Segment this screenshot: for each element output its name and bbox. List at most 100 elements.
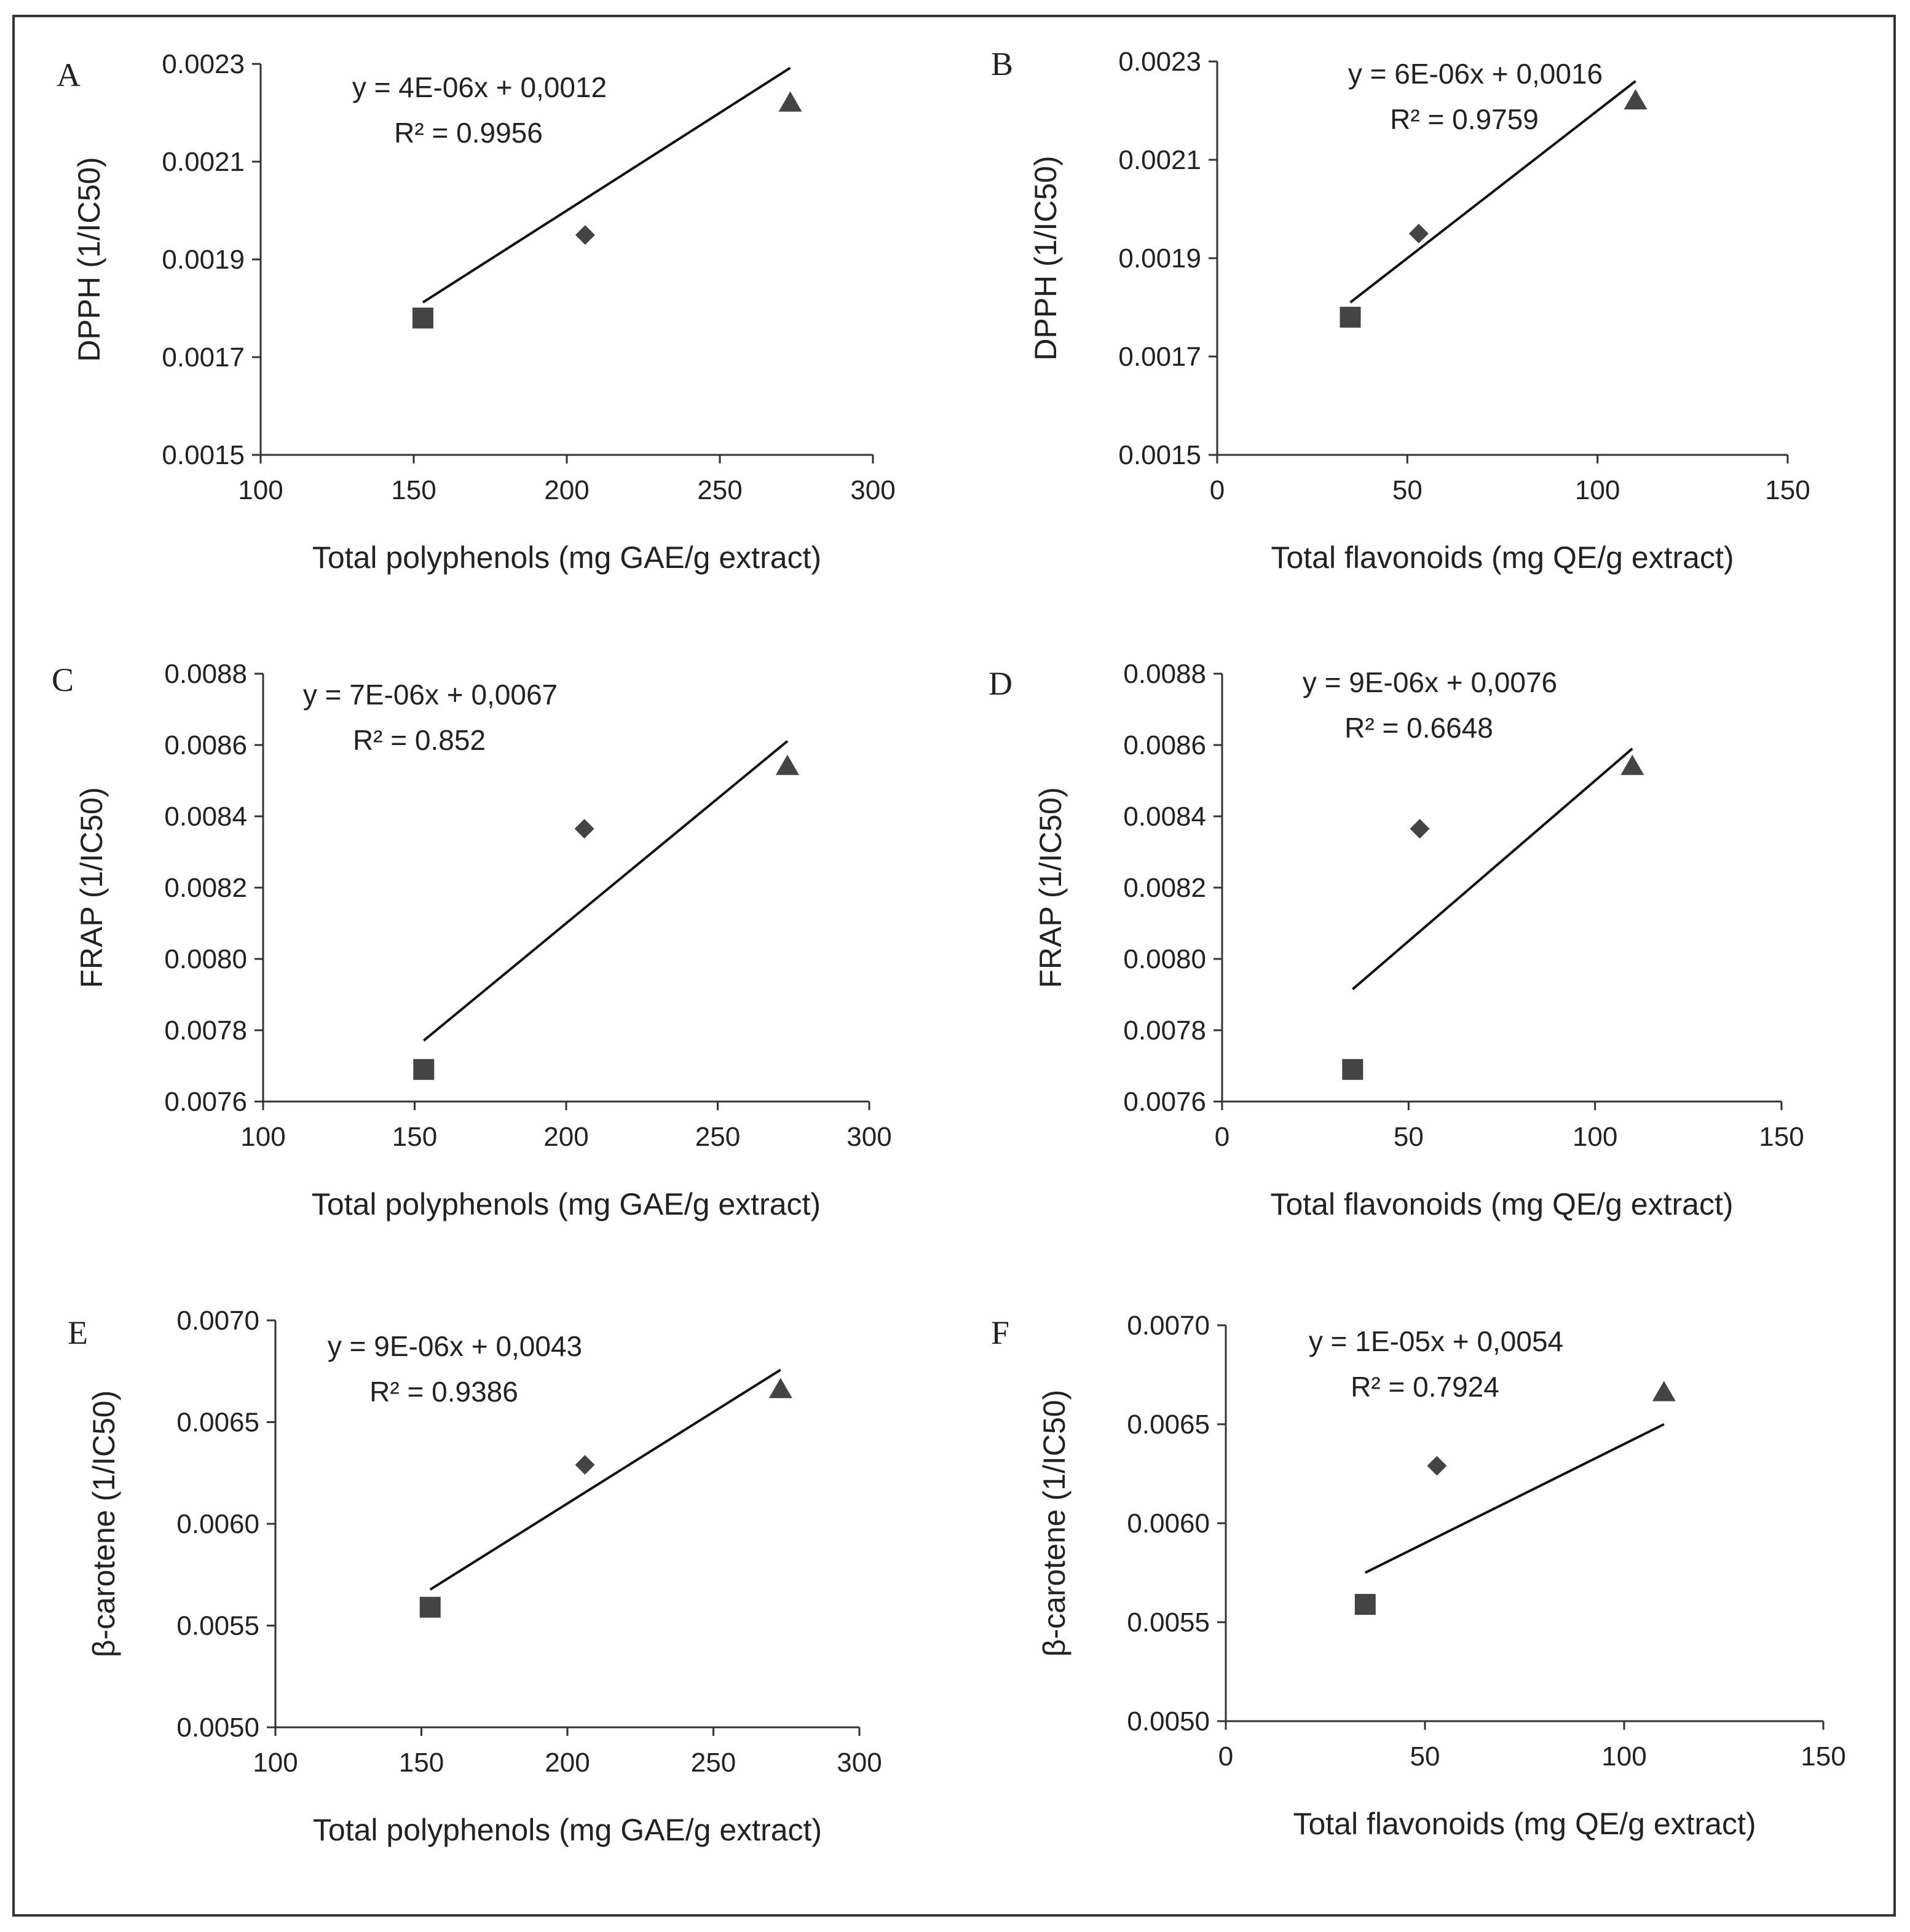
panel-a-x-tick-label: 250 bbox=[697, 475, 742, 505]
panel-f-y-tick-label: 0.0065 bbox=[1127, 1410, 1210, 1440]
panel-c-y-tick-label: 0.0076 bbox=[164, 1087, 247, 1117]
panel-f-r-squared: R² = 0.7924 bbox=[1351, 1371, 1499, 1403]
panel-d-trendline bbox=[1352, 747, 1633, 990]
panel-f-x-tick-label: 150 bbox=[1801, 1741, 1845, 1772]
panel-b-x-tick-label: 100 bbox=[1575, 475, 1620, 505]
panel-c-y-tick-label: 0.0082 bbox=[164, 873, 247, 903]
panel-c-x-axis-title: Total polyphenols (mg GAE/g extract) bbox=[312, 1187, 821, 1221]
panel-d: 0.0076 0.0078 0.0080 0.0082 0.0084 0.0086 0.00… bbox=[989, 659, 1804, 1221]
panel-f-y-tick-label: 0.0050 bbox=[1127, 1706, 1210, 1737]
panel-e-marker-diamond bbox=[575, 1455, 595, 1475]
panel-d-x-axis-title: Total flavonoids (mg QE/g extract) bbox=[1270, 1187, 1733, 1221]
panel-f-x-tick-label: 0 bbox=[1218, 1741, 1233, 1772]
panel-b-x-tick-label: 0 bbox=[1210, 475, 1225, 505]
panel-c-marker-diamond bbox=[574, 819, 594, 839]
panel-a-marker-square bbox=[412, 307, 433, 329]
panel-e-y-tick-label: 0.0055 bbox=[176, 1611, 259, 1641]
panel-a-trendline bbox=[422, 66, 791, 304]
panel-e-marker-square bbox=[419, 1596, 441, 1618]
panel-c-marker-triangle bbox=[775, 754, 799, 775]
panel-f-marker-diamond bbox=[1427, 1456, 1447, 1476]
panel-f-y-tick-label: 0.0055 bbox=[1127, 1607, 1210, 1638]
panel-e-x-tick-label: 250 bbox=[691, 1748, 736, 1778]
panel-b-x-axis-title: Total flavonoids (mg QE/g extract) bbox=[1271, 540, 1734, 575]
panel-c-x-tick-label: 300 bbox=[846, 1122, 891, 1152]
panel-b-x-tick-label: 150 bbox=[1765, 475, 1810, 505]
panel-e-marker-triangle bbox=[768, 1378, 792, 1398]
panel-b-marker-square bbox=[1340, 307, 1361, 328]
panel-b-marker-triangle bbox=[1624, 89, 1648, 109]
panel-c-y-tick-label: 0.0088 bbox=[164, 659, 247, 689]
panel-d-marker-square bbox=[1342, 1059, 1363, 1080]
panel-c-y-tick-label: 0.0078 bbox=[164, 1015, 247, 1046]
panel-e-letter: E bbox=[68, 1314, 88, 1351]
panel-f-x-axis-title: Total flavonoids (mg QE/g extract) bbox=[1293, 1807, 1756, 1841]
panel-e-y-tick-label: 0.0070 bbox=[176, 1306, 259, 1336]
panel-f-marker-square bbox=[1354, 1594, 1376, 1615]
panel-b-marker-diamond bbox=[1408, 224, 1429, 243]
panel-e-x-axis-title: Total polyphenols (mg GAE/g extract) bbox=[313, 1813, 822, 1847]
panel-f-x-tick-label: 50 bbox=[1410, 1741, 1440, 1772]
panel-d-x-tick-label: 100 bbox=[1573, 1122, 1617, 1152]
panel-f-letter: F bbox=[991, 1314, 1009, 1351]
panel-c-x-tick-label: 250 bbox=[695, 1122, 740, 1152]
panel-f-y-tick-label: 0.0070 bbox=[1127, 1311, 1210, 1341]
panel-c-letter: C bbox=[52, 661, 74, 698]
panel-d-y-tick-label: 0.0080 bbox=[1123, 944, 1206, 974]
panel-f-x-tick-label: 100 bbox=[1601, 1741, 1646, 1772]
panel-c-y-tick-label: 0.0080 bbox=[164, 944, 247, 974]
panel-a-y-axis-title: DPPH (1/IC50) bbox=[72, 157, 106, 361]
panel-e-y-tick-label: 0.0060 bbox=[176, 1509, 259, 1539]
panel-d-letter: D bbox=[989, 665, 1012, 702]
panel-d-y-axis-title: FRAP (1/IC50) bbox=[1033, 787, 1068, 988]
panel-b: 0.0015 0.0017 0.0019 0.0021 0.0023 0 50 100 150 T… bbox=[991, 45, 1810, 575]
panel-c-x-tick-label: 150 bbox=[392, 1122, 437, 1152]
panel-c-x-tick-label: 200 bbox=[543, 1122, 588, 1152]
panel-e-r-squared: R² = 0.9386 bbox=[369, 1376, 518, 1408]
panel-a-letter: A bbox=[57, 57, 81, 93]
panel-e-trendline bbox=[429, 1368, 781, 1591]
panel-c-y-tick-label: 0.0084 bbox=[164, 802, 247, 832]
panel-a-equation: y = 4E-06x + 0,0012 bbox=[352, 71, 607, 103]
panel-b-y-tick-label: 0.0019 bbox=[1118, 243, 1201, 274]
panel-e-y-tick-label: 0.0065 bbox=[176, 1408, 259, 1438]
panel-b-r-squared: R² = 0.9759 bbox=[1390, 103, 1539, 135]
panel-d-y-tick-label: 0.0076 bbox=[1123, 1087, 1206, 1117]
panel-e: 0.0050 0.0055 0.0060 0.0065 0.0070 100 150 200 2… bbox=[68, 1306, 882, 1847]
panel-f: 0.0050 0.0055 0.0060 0.0065 0.0070 0 50 100 150 T… bbox=[991, 1311, 1846, 1841]
panel-e-y-axis-title: β-carotene (1/IC50) bbox=[87, 1390, 121, 1658]
panel-a-x-tick-label: 200 bbox=[544, 475, 589, 505]
panel-d-y-tick-label: 0.0078 bbox=[1123, 1015, 1206, 1046]
panel-b-letter: B bbox=[991, 45, 1013, 82]
panel-a-y-tick-label: 0.0017 bbox=[162, 342, 245, 373]
panel-a-x-tick-label: 100 bbox=[238, 475, 283, 505]
panel-c-y-axis-title: FRAP (1/IC50) bbox=[74, 787, 109, 988]
panel-c: 0.0076 0.0078 0.0080 0.0082 0.0084 0.0086 0.00… bbox=[52, 659, 892, 1221]
panel-e-equation: y = 9E-06x + 0,0043 bbox=[328, 1330, 582, 1362]
panel-d-y-tick-label: 0.0088 bbox=[1123, 659, 1206, 689]
panel-b-y-tick-label: 0.0015 bbox=[1118, 440, 1201, 470]
panel-f-y-tick-label: 0.0060 bbox=[1127, 1508, 1210, 1539]
panel-c-r-squared: R² = 0.852 bbox=[353, 724, 486, 756]
panel-e-x-tick-label: 200 bbox=[545, 1748, 590, 1778]
panel-a-y-tick-label: 0.0015 bbox=[162, 440, 245, 470]
panel-a-x-tick-label: 150 bbox=[391, 475, 436, 505]
panel-f-trendline bbox=[1364, 1423, 1665, 1574]
panel-a-marker-triangle bbox=[778, 91, 802, 112]
panel-d-r-squared: R² = 0.6648 bbox=[1344, 712, 1493, 744]
panel-c-trendline bbox=[423, 740, 789, 1042]
panel-d-marker-diamond bbox=[1410, 819, 1430, 839]
panel-a-y-tick-label: 0.0019 bbox=[162, 245, 245, 275]
panel-e-x-tick-label: 150 bbox=[399, 1748, 444, 1778]
figure-border bbox=[12, 15, 1896, 1917]
panel-e-x-tick-label: 100 bbox=[253, 1748, 298, 1778]
panel-d-marker-triangle bbox=[1620, 754, 1644, 775]
panel-c-y-tick-label: 0.0086 bbox=[164, 730, 247, 760]
panel-b-y-tick-label: 0.0017 bbox=[1118, 342, 1201, 372]
panel-a-x-axis-title: Total polyphenols (mg GAE/g extract) bbox=[312, 540, 821, 575]
panel-a-r-squared: R² = 0.9956 bbox=[394, 117, 543, 149]
panel-b-y-axis-title: DPPH (1/IC50) bbox=[1028, 156, 1063, 360]
panel-b-x-tick-label: 50 bbox=[1392, 475, 1423, 505]
